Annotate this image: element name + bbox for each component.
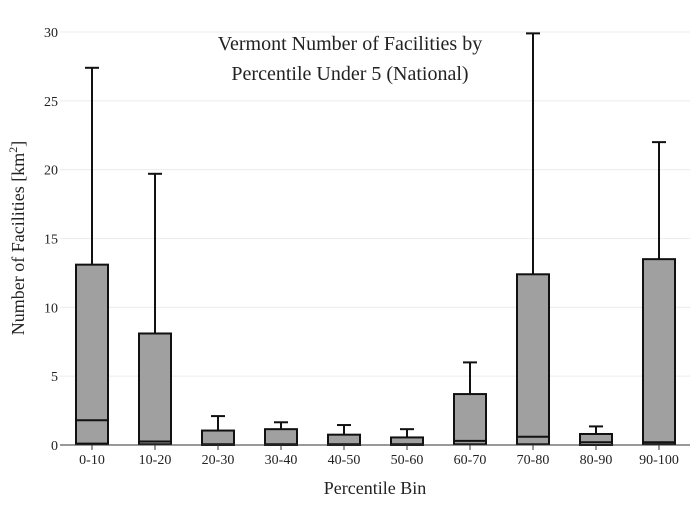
x-tick-label: 0-10 (79, 453, 105, 468)
y-tick-label: 5 (51, 370, 58, 385)
x-tick-label: 80-90 (580, 453, 613, 468)
y-axis-title-end: ] (8, 141, 28, 147)
y-tick-label: 25 (44, 95, 58, 110)
box-0-10 (75, 66, 109, 445)
y-tick-label: 15 (44, 233, 58, 248)
boxes-layer (75, 32, 676, 447)
x-tick-label: 30-40 (265, 453, 298, 468)
y-axis-ticks: 0 5 10 15 20 25 30 (44, 26, 58, 454)
box-30-40 (264, 421, 298, 447)
y-tick-label: 20 (44, 164, 58, 179)
box-body (75, 263, 109, 445)
y-axis-title-superscript: 2 (6, 147, 20, 153)
box-body (453, 393, 487, 446)
box-10-20 (138, 172, 172, 446)
box-body (138, 332, 172, 446)
x-tick-label: 40-50 (328, 453, 361, 468)
box-body (579, 432, 613, 446)
box-body (201, 429, 235, 447)
chart-title-line-1: Vermont Number of Facilities by (218, 33, 482, 55)
box-70-80 (516, 32, 550, 446)
chart-title-line-2: Percentile Under 5 (National) (231, 63, 468, 85)
x-tick-label: 50-60 (391, 453, 424, 468)
x-tick-label: 20-30 (202, 453, 235, 468)
y-axis-title: Number of Facilities [km2] (6, 141, 28, 335)
box-body (642, 258, 676, 446)
x-tick-label: 60-70 (454, 453, 487, 468)
x-axis-ticks: 0-10 10-20 20-30 30-40 40-50 50-60 60-70 70-80 8… (79, 445, 679, 468)
y-tick-label: 0 (51, 439, 58, 454)
box-90-100 (642, 141, 676, 446)
box-60-70 (453, 361, 487, 446)
y-axis-title-main: Number of Facilities [km (8, 153, 28, 335)
x-tick-label: 10-20 (139, 453, 172, 468)
y-tick-label: 10 (44, 301, 58, 316)
y-tick-label: 30 (44, 26, 58, 41)
x-tick-label: 90-100 (639, 453, 679, 468)
x-tick-label: 70-80 (517, 453, 550, 468)
box-body (516, 273, 550, 446)
box-body (264, 428, 298, 447)
x-axis-title: Percentile Bin (324, 478, 426, 498)
